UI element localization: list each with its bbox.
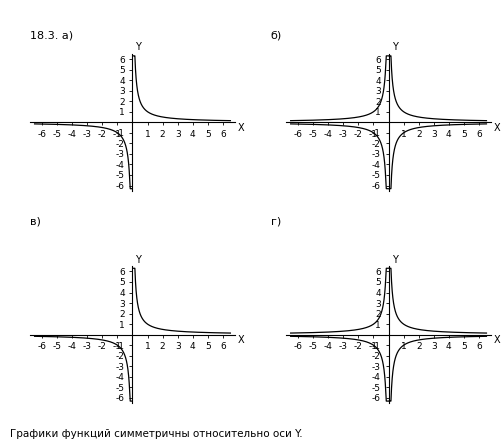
Text: б): б) <box>271 30 282 40</box>
Text: Y: Y <box>392 42 397 52</box>
Text: Y: Y <box>135 42 141 52</box>
Text: в): в) <box>30 216 41 226</box>
Text: Y: Y <box>392 254 397 265</box>
Text: X: X <box>238 123 244 133</box>
Text: 18.3. а): 18.3. а) <box>30 30 73 40</box>
Text: Графики функций симметричны относительно оси Y.: Графики функций симметричны относительно… <box>10 429 303 439</box>
Text: X: X <box>494 335 500 345</box>
Text: Y: Y <box>135 254 141 265</box>
Text: X: X <box>238 335 244 345</box>
Text: г): г) <box>271 216 281 226</box>
Text: X: X <box>494 123 500 133</box>
